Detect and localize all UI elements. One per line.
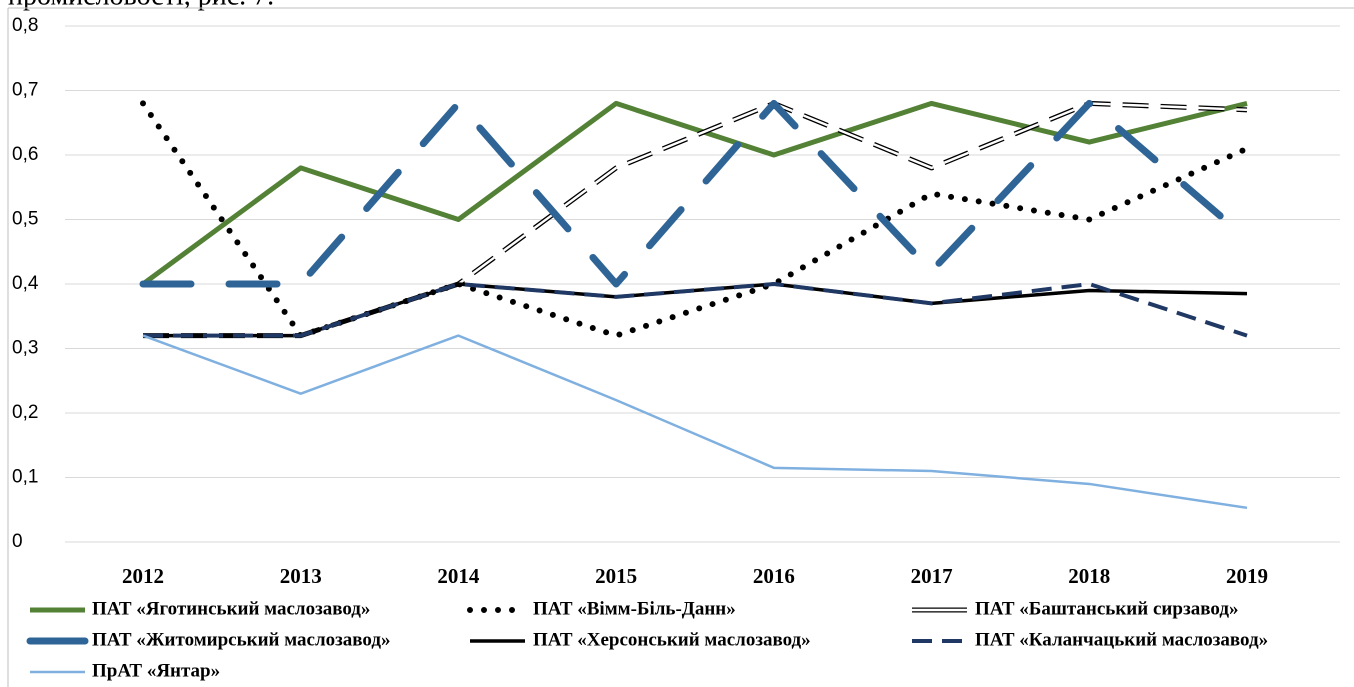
legend-label: ПАТ «Херсонський маслозавод» <box>533 629 811 650</box>
legend-label: ПрАТ «Янтар» <box>92 660 220 681</box>
series-line <box>139 99 1251 288</box>
x-tick-label: 2017 <box>911 564 953 588</box>
x-tick-label: 2018 <box>1068 564 1110 588</box>
series-line <box>142 334 1248 510</box>
y-tick-label: 0,4 <box>12 273 39 294</box>
y-tick-label: 0 <box>12 531 23 552</box>
y-tick-label: 0,2 <box>12 402 38 423</box>
series-line <box>143 282 1248 338</box>
x-tick-label: 2015 <box>595 564 637 588</box>
y-tick-label: 0,3 <box>12 338 38 359</box>
x-tick-label: 2014 <box>437 564 480 588</box>
y-tick-label: 0,5 <box>12 209 38 230</box>
legend-label: ПАТ «Баштанський сирзавод» <box>975 598 1238 619</box>
y-tick-label: 0,6 <box>12 144 38 165</box>
caption: промисловості, рис. 7. <box>8 0 274 11</box>
legend-label: ПАТ «Яготинський маслозавод» <box>92 598 370 619</box>
legend-label: ПАТ «Каланчацький маслозавод» <box>975 629 1268 650</box>
y-tick-label: 0,8 <box>12 15 38 36</box>
legend-label: ПАТ «Вімм-Біль-Данн» <box>533 598 736 619</box>
series-line <box>141 100 1248 287</box>
x-tick-label: 2019 <box>1226 564 1268 588</box>
series-line <box>143 282 1248 338</box>
x-tick-label: 2016 <box>753 564 795 588</box>
legend-label: ПАТ «Житомирський маслозавод» <box>92 629 390 650</box>
x-tick-label: 2013 <box>280 564 322 588</box>
y-tick-label: 0,7 <box>12 80 38 101</box>
x-tick-label: 2012 <box>122 564 164 588</box>
series-line-inner <box>143 102 1248 337</box>
y-tick-label: 0,1 <box>12 467 38 488</box>
